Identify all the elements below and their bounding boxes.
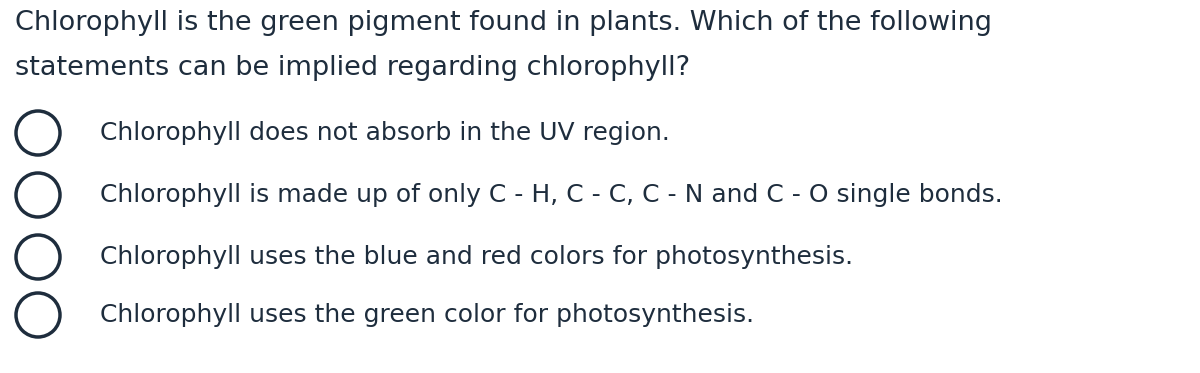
Text: Chlorophyll is the green pigment found in plants. Which of the following: Chlorophyll is the green pigment found i… [14, 10, 992, 36]
Text: Chlorophyll is made up of only C - H, C - C, C - N and C - O single bonds.: Chlorophyll is made up of only C - H, C … [100, 183, 1003, 207]
Text: Chlorophyll uses the green color for photosynthesis.: Chlorophyll uses the green color for pho… [100, 303, 754, 327]
Text: Chlorophyll does not absorb in the UV region.: Chlorophyll does not absorb in the UV re… [100, 121, 670, 145]
Text: Chlorophyll uses the blue and red colors for photosynthesis.: Chlorophyll uses the blue and red colors… [100, 245, 853, 269]
Text: statements can be implied regarding chlorophyll?: statements can be implied regarding chlo… [14, 55, 690, 81]
